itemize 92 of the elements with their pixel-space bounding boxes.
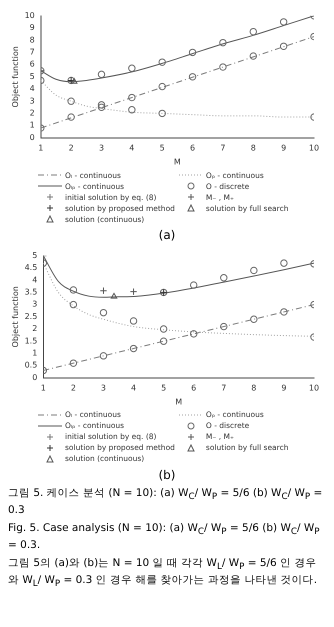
y-tick-label: 6 — [30, 60, 35, 69]
point — [280, 259, 288, 266]
x-tick-label: 9 — [281, 383, 286, 392]
point — [158, 110, 166, 118]
text: (a) — [158, 228, 176, 244]
y-tick-label: 0 — [30, 132, 35, 142]
point — [100, 308, 108, 316]
point — [98, 70, 106, 78]
point — [280, 308, 288, 316]
point — [70, 359, 78, 366]
point — [250, 266, 258, 274]
point — [190, 280, 198, 288]
x-tick-label: 2 — [68, 144, 74, 153]
y-tick-label: 1.5 — [24, 336, 38, 345]
x-tick-label: 7 — [221, 383, 226, 392]
point — [70, 78, 78, 84]
y-tick-label: 3.5 — [24, 287, 38, 296]
point — [220, 322, 228, 330]
text: Fig. 5. Case analysis (N = 10): (a) W$_{C}$/ W$_{P}$ = 5/6 (b) W$_{C}$/ W$_{P}$ = 0.3. — [8, 522, 320, 551]
y-tick-label: 4.5 — [24, 262, 38, 272]
text: (b) — [158, 468, 176, 484]
x-axis-title: M — [175, 396, 182, 406]
point — [110, 292, 118, 298]
y-tick-label: 5 — [32, 250, 38, 260]
x-tick-label: 8 — [251, 383, 256, 392]
x-tick-label: 2 — [70, 383, 76, 392]
point — [158, 58, 166, 66]
point — [128, 64, 136, 72]
y-tick-label: 7 — [30, 47, 35, 56]
point — [98, 104, 106, 111]
y-tick-label: 3 — [30, 96, 35, 106]
y-tick-label: 0.5 — [24, 360, 38, 370]
x-tick-label: 10 — [308, 383, 320, 392]
y-tick-label: 2.5 — [24, 311, 38, 320]
point — [250, 28, 257, 36]
point — [67, 98, 75, 105]
y-tick-label: 4 — [30, 84, 35, 94]
point — [100, 286, 108, 294]
y-tick-label: 8 — [30, 35, 35, 44]
point — [130, 344, 138, 352]
point — [219, 63, 227, 71]
point — [128, 94, 136, 102]
x-tick-label: 8 — [250, 144, 256, 153]
x-tick-label: 3 — [100, 383, 106, 392]
x-tick-label: 1 — [40, 383, 46, 392]
text: 그림 5의 (a)와 (b)는 N = 10 일 때 각각 W$_{L}$/ W$_{P}$ = 5/6 인 경우와 W$_{L}$/ W$_{P}$ = 0.3 인 경우 해를 찾아가는 과정을 나타낸 것이다. — [8, 557, 318, 589]
y-tick-label: 1 — [32, 348, 38, 358]
point — [250, 315, 258, 323]
point — [188, 48, 196, 56]
y-axis-title: Object function — [10, 46, 20, 108]
point — [250, 52, 257, 60]
point — [130, 288, 138, 295]
point — [219, 38, 227, 46]
point — [190, 330, 198, 338]
x-tick-label: 4 — [129, 144, 134, 153]
y-axis-title: Object function — [10, 286, 20, 348]
point — [70, 300, 78, 308]
y-tick-label: 2 — [30, 108, 35, 118]
x-tick-label: 1 — [38, 144, 44, 153]
x-tick-label: 10 — [308, 144, 320, 153]
point — [70, 286, 78, 294]
point — [158, 82, 166, 90]
y-tick-label: 2 — [32, 324, 38, 333]
x-tick-label: 6 — [190, 144, 196, 153]
point — [160, 324, 168, 332]
x-tick-label: 4 — [131, 383, 136, 392]
line-series — [43, 255, 314, 298]
y-tick-label: 0 — [32, 372, 38, 382]
point — [128, 106, 136, 114]
point — [67, 113, 75, 121]
point — [188, 73, 196, 80]
point — [130, 316, 138, 324]
y-tick-label: 10 — [24, 10, 35, 20]
point — [98, 101, 106, 109]
text: 그림 5. 케이스 분석 (N = 10): (a) W$_{C}$/ W$_{P}$ = 5/6 (b) W$_{C}$/ W$_{P}$ = 0.3 — [8, 487, 322, 516]
point — [100, 352, 108, 360]
point — [280, 18, 288, 26]
y-tick-label: 1 — [30, 120, 35, 130]
x-tick-label: 5 — [161, 383, 166, 392]
x-tick-label: 7 — [220, 144, 226, 153]
x-tick-label: 9 — [281, 144, 286, 153]
point — [160, 337, 168, 344]
y-tick-label: 9 — [30, 23, 35, 32]
x-tick-label: 3 — [98, 144, 104, 153]
y-tick-label: 5 — [30, 72, 35, 81]
x-tick-label: 5 — [160, 144, 165, 153]
y-tick-label: 3 — [32, 299, 38, 308]
point — [220, 274, 228, 282]
point — [280, 42, 288, 50]
x-tick-label: 6 — [191, 383, 196, 392]
y-tick-label: 4 — [32, 274, 38, 284]
x-axis-title: M — [174, 157, 181, 166]
